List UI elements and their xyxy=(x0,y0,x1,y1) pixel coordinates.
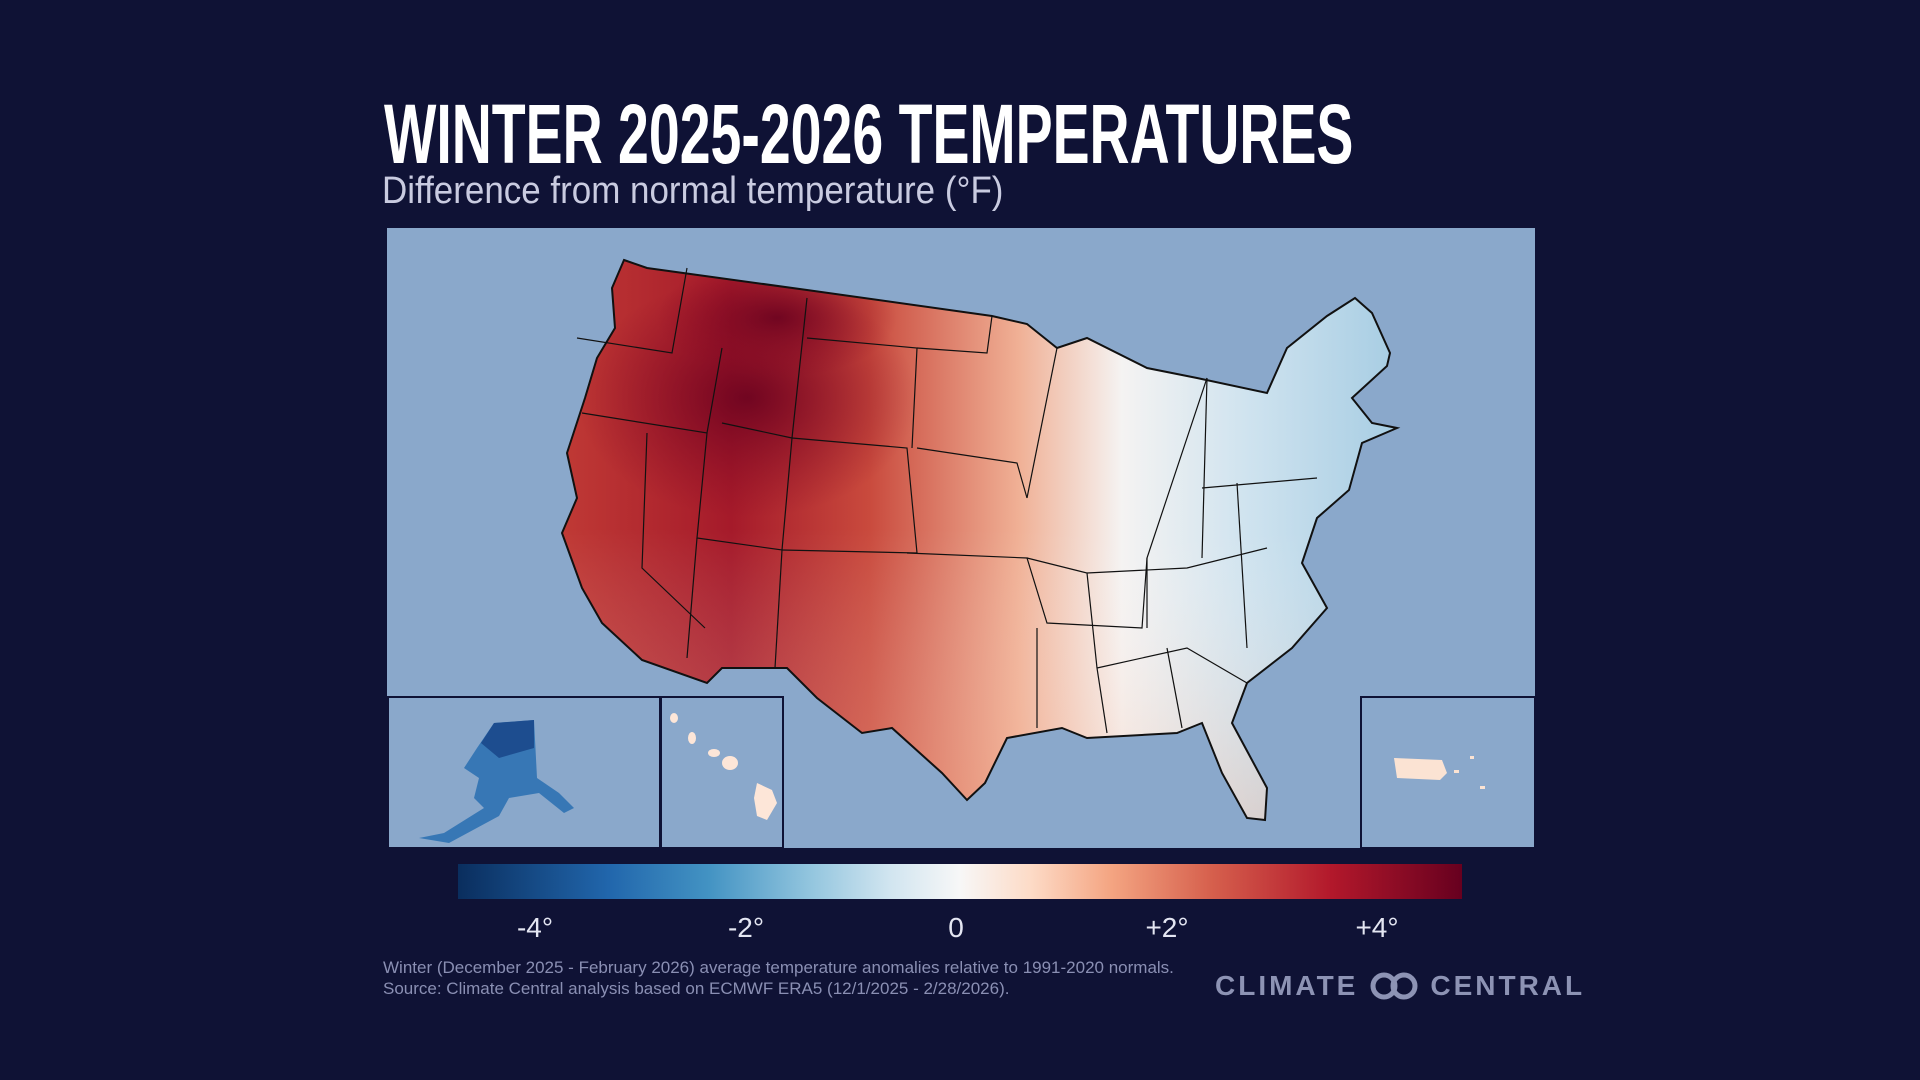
footer-source: Source: Climate Central analysis based o… xyxy=(383,979,1010,998)
page-title: WINTER 2025-2026 TEMPERATURES xyxy=(384,87,1354,181)
temperature-colorbar xyxy=(458,864,1462,899)
colorbar-tick-label: -4° xyxy=(516,912,554,943)
climate-central-logo: CLIMATE CENTRAL xyxy=(1215,970,1585,1002)
footer-note: Winter (December 2025 - February 2026) a… xyxy=(383,958,1174,977)
logo-text-right: CENTRAL xyxy=(1430,970,1586,1001)
colorbar-tick-label: -2° xyxy=(727,912,765,943)
colorbar-tick-label: 0 xyxy=(948,912,964,943)
logo-rings-icon xyxy=(1370,972,1418,1000)
puerto-rico-shape xyxy=(1394,756,1485,789)
colorbar-tick-label: +4° xyxy=(1355,912,1399,943)
logo-text-left: CLIMATE xyxy=(1215,970,1359,1001)
colorbar-tick-label: +2° xyxy=(1145,912,1189,943)
puerto-rico-inset xyxy=(1360,696,1536,849)
hawaii-shape xyxy=(670,713,777,820)
temperature-anomaly-map xyxy=(387,228,1536,849)
state-borders xyxy=(576,267,1318,734)
alaska-shape xyxy=(419,720,574,843)
page-subtitle: Difference from normal temperature (°F) xyxy=(382,170,1004,212)
hawaii-inset xyxy=(660,696,784,849)
alaska-inset xyxy=(387,696,661,849)
